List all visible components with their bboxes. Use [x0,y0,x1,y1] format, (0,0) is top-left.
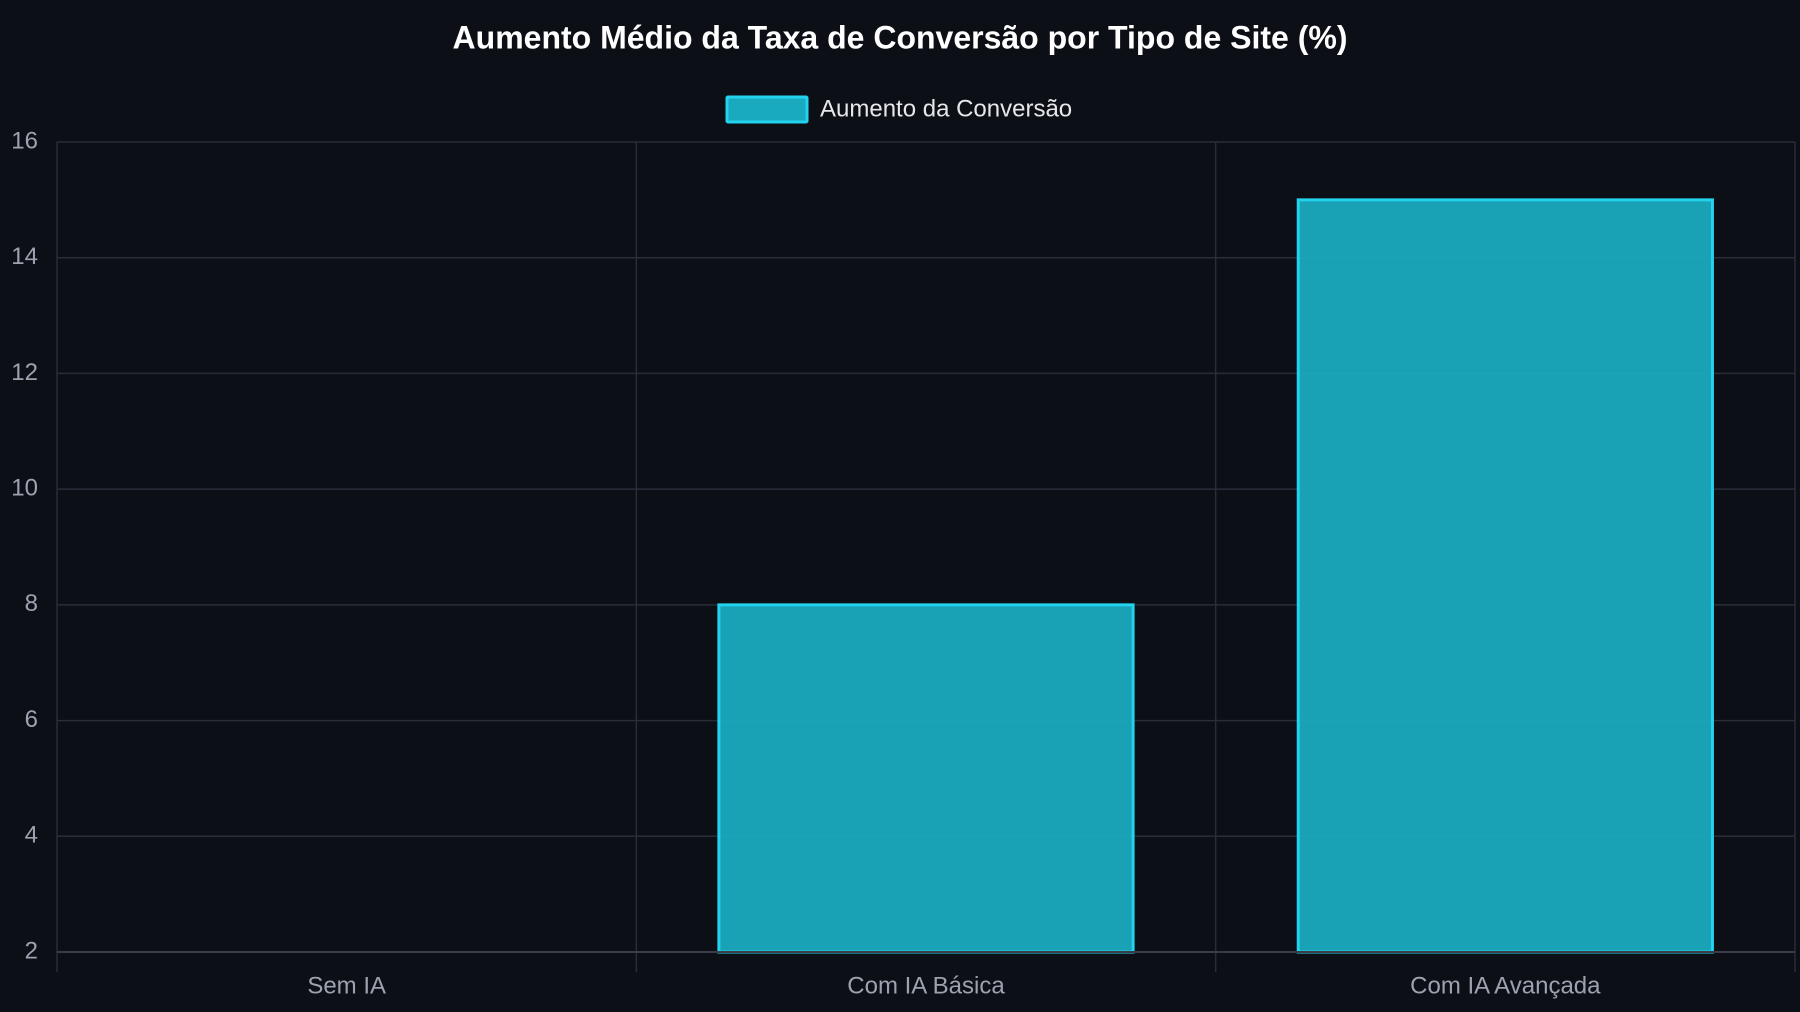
y-tick-label: 14 [11,243,38,270]
grid-layer [56,141,1796,972]
y-axis-ticks: 2 4 6 8 10 12 14 16 [11,127,38,964]
legend-swatch [725,95,809,124]
bar[interactable] [1296,198,1714,954]
bar[interactable] [717,603,1135,954]
y-tick-label: 10 [11,474,38,501]
chart-title: Aumento Médio da Taxa de Conversão por T… [453,19,1348,55]
y-tick-label: 8 [25,590,38,617]
x-tick-label: Com IA Básica [847,972,1005,999]
y-tick-label: 12 [11,359,38,386]
y-tick-label: 2 [25,937,38,964]
x-axis-ticks: Sem IA Com IA Básica Com IA Avançada [307,972,1601,999]
y-tick-label: 6 [25,706,38,733]
y-tick-label: 4 [25,822,38,849]
legend[interactable]: Aumento da Conversão [725,95,1072,124]
x-tick-label: Com IA Avançada [1410,972,1601,999]
bars-layer [717,198,1714,954]
legend-label: Aumento da Conversão [820,95,1072,122]
x-tick-label: Sem IA [307,972,386,999]
y-tick-label: 16 [11,127,38,154]
